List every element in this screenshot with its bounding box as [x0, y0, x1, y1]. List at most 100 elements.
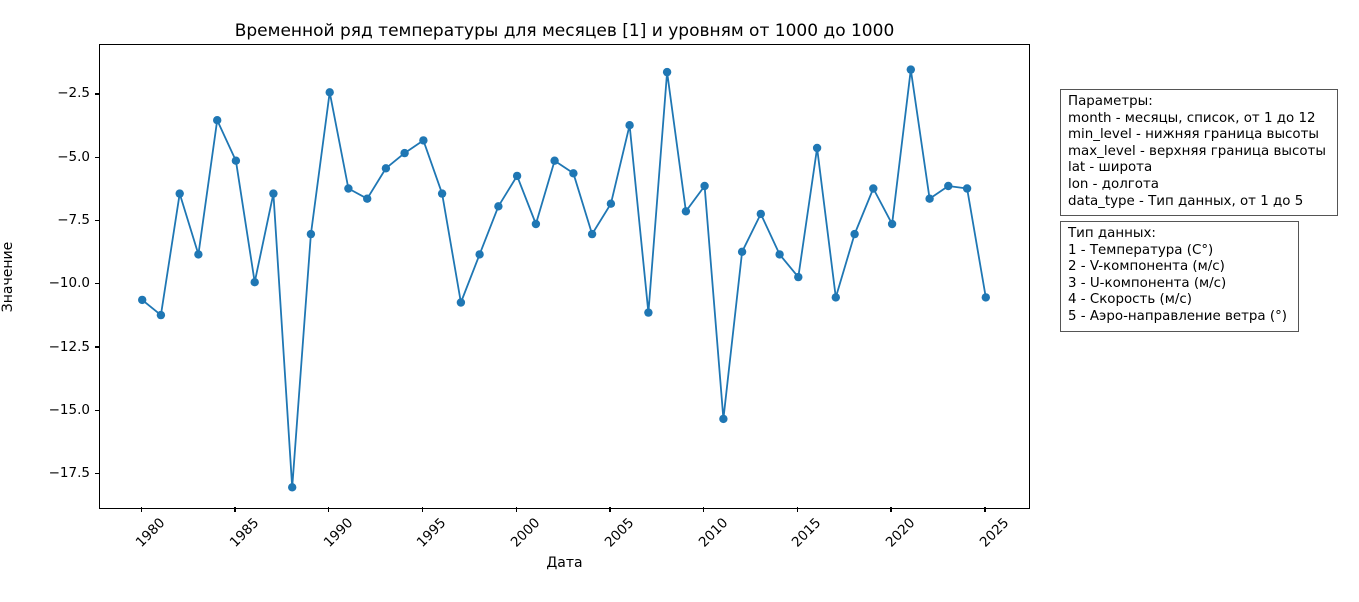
temperature-line-series: [138, 65, 990, 492]
y-tick-label: −17.5: [48, 465, 90, 482]
data-point: [981, 293, 990, 302]
x-tick-mark: [140, 507, 142, 512]
x-tick-label: 2010: [695, 515, 731, 551]
y-tick-label: −2.5: [57, 85, 90, 102]
y-tick-mark: [94, 283, 99, 285]
data-types-box: Тип данных: 1 - Температура (C°) 2 - V-ком…: [1060, 221, 1299, 332]
data-point: [962, 184, 972, 193]
x-tick-label: 2015: [789, 515, 825, 551]
parameter-line: data_type - Тип данных, от 1 до 5: [1068, 193, 1304, 209]
y-tick-label: −15.0: [48, 401, 90, 418]
parameter-line: lat - широта: [1068, 160, 1153, 176]
data-point: [344, 184, 353, 193]
x-tick-mark: [515, 507, 517, 512]
x-axis-label: Дата: [546, 555, 583, 571]
data-point: [419, 136, 428, 145]
x-tick-mark: [796, 507, 799, 512]
data-point: [737, 247, 747, 256]
data-point: [400, 148, 409, 158]
x-tick-label: 1980: [132, 515, 169, 551]
y-tick-mark: [94, 346, 99, 348]
y-tick-label: −12.5: [48, 338, 90, 355]
chart-title: Временной ряд температуры для месяцев [1…: [234, 21, 895, 41]
data-point: [550, 156, 559, 165]
y-tick-mark: [94, 472, 99, 475]
data-point: [456, 298, 466, 307]
data-point: [775, 250, 784, 259]
data-point: [906, 65, 915, 74]
parameters-box: Параметры: month - месяцы, список, от 1 д…: [1060, 89, 1338, 217]
parameter-line: max_level - верхняя граница высоты: [1068, 143, 1326, 159]
data-point: [756, 209, 765, 219]
data-point: [794, 272, 803, 282]
x-tick-mark: [328, 507, 330, 512]
data-point: [325, 88, 334, 97]
parameter-line: month - месяцы, список, от 1 до 12: [1068, 110, 1316, 126]
data-point: [625, 121, 634, 130]
data-point: [681, 207, 691, 216]
data-point: [288, 483, 297, 492]
data-point: [494, 202, 503, 211]
data-type-line: 2 - V-компонента (м/с): [1068, 259, 1225, 275]
x-tick-mark: [234, 507, 236, 512]
data-point: [381, 164, 391, 173]
data-point: [437, 189, 447, 198]
data-point: [363, 194, 372, 203]
data-type-line: 3 - U-компонента (м/с): [1068, 275, 1227, 291]
y-tick-mark: [94, 409, 99, 411]
data-point: [719, 414, 728, 424]
data-point: [850, 229, 859, 239]
data-point: [887, 219, 897, 229]
data-type-line: 5 - Аэро-направление ветра (°): [1068, 308, 1287, 324]
x-tick-mark: [984, 507, 986, 512]
data-point: [925, 194, 934, 203]
y-tick-label: −10.0: [48, 275, 90, 292]
data-point: [250, 278, 259, 287]
x-tick-label: 2025: [976, 515, 1013, 551]
data-point: [587, 229, 597, 239]
parameter-line: lon - долгота: [1068, 176, 1159, 192]
x-tick-mark: [703, 507, 705, 512]
y-tick-label: −5.0: [57, 148, 90, 165]
y-tick-mark: [94, 219, 99, 222]
data-point: [662, 67, 672, 77]
data-point: [269, 189, 278, 198]
data-point: [194, 250, 203, 259]
x-tick-label: 2020: [882, 515, 919, 551]
data-point: [606, 199, 616, 208]
data-point: [944, 181, 953, 191]
data-type-line: Тип данных:: [1068, 226, 1156, 241]
y-tick-mark: [94, 156, 99, 158]
y-axis-label: Значение: [0, 241, 16, 313]
data-point: [531, 219, 541, 229]
y-tick-label: −7.5: [57, 211, 90, 228]
x-tick-label: 1990: [320, 515, 356, 551]
data-point: [156, 310, 166, 320]
data-point: [700, 181, 709, 191]
series-line: [141, 68, 987, 489]
x-tick-mark: [421, 507, 424, 512]
x-tick-label: 2005: [601, 515, 638, 551]
data-point: [213, 116, 222, 125]
y-tick-mark: [94, 93, 99, 95]
parameter-line: min_level - нижняя граница высоты: [1068, 127, 1319, 143]
data-point: [812, 143, 822, 153]
data-point: [475, 250, 484, 259]
parameter-line: Параметры:: [1068, 94, 1153, 109]
data-point: [831, 293, 840, 302]
x-tick-label: 2000: [507, 515, 544, 551]
data-type-line: 4 - Скорость (м/с): [1068, 292, 1192, 308]
x-tick-mark: [609, 507, 611, 512]
x-tick-label: 1985: [226, 515, 263, 551]
data-point: [175, 189, 184, 198]
data-type-line: 1 - Температура (C°): [1068, 242, 1214, 258]
x-tick-mark: [890, 507, 892, 512]
data-point: [869, 184, 878, 193]
data-point: [306, 229, 316, 239]
x-tick-label: 1995: [414, 515, 450, 551]
data-point: [512, 171, 522, 181]
plot-area: [99, 44, 1030, 509]
data-point: [644, 308, 653, 317]
data-point: [569, 169, 578, 178]
